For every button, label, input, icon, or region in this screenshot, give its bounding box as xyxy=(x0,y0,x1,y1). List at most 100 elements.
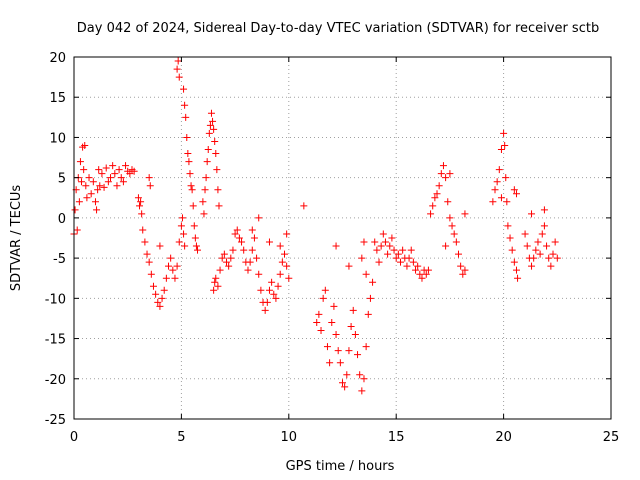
data-point xyxy=(169,266,177,274)
data-point xyxy=(347,322,355,330)
data-point xyxy=(545,254,553,262)
data-point xyxy=(272,294,280,302)
grid-lines xyxy=(74,57,611,419)
y-tick-label: 0 xyxy=(58,212,66,227)
data-point xyxy=(446,214,454,222)
data-point xyxy=(497,194,505,202)
data-point xyxy=(203,158,211,166)
data-point xyxy=(321,286,329,294)
data-point xyxy=(255,270,263,278)
x-tick-label: 0 xyxy=(70,430,78,445)
data-point xyxy=(489,198,497,206)
data-point xyxy=(210,125,218,133)
data-point xyxy=(215,202,223,210)
y-tick-label: -5 xyxy=(53,252,66,267)
data-point xyxy=(459,270,467,278)
data-point xyxy=(235,234,243,242)
data-point xyxy=(188,186,196,194)
data-point xyxy=(104,178,112,186)
data-point xyxy=(343,371,351,379)
data-point xyxy=(85,174,93,182)
data-point xyxy=(98,170,106,178)
data-point xyxy=(390,246,398,254)
data-point xyxy=(199,198,207,206)
data-point xyxy=(175,73,183,81)
data-point xyxy=(210,286,218,294)
data-point xyxy=(392,254,400,262)
data-point xyxy=(323,343,331,351)
data-point xyxy=(80,166,88,174)
data-point xyxy=(152,290,160,298)
data-point xyxy=(87,190,95,198)
data-point xyxy=(503,198,511,206)
data-point xyxy=(379,230,387,238)
data-point xyxy=(396,258,404,266)
data-point xyxy=(147,270,155,278)
data-point xyxy=(502,174,510,182)
data-point xyxy=(138,210,146,218)
data-point xyxy=(73,226,81,234)
data-point xyxy=(381,238,389,246)
data-point xyxy=(207,109,215,117)
data-point xyxy=(100,183,108,191)
data-point xyxy=(244,266,252,274)
data-point xyxy=(158,294,166,302)
data-point xyxy=(442,174,450,182)
data-point xyxy=(107,174,115,182)
data-point xyxy=(283,262,291,270)
data-point xyxy=(278,258,286,266)
data-point xyxy=(233,226,241,234)
data-point xyxy=(553,254,561,262)
data-point xyxy=(461,266,469,274)
data-point xyxy=(491,186,499,194)
data-point xyxy=(160,286,168,294)
data-point xyxy=(102,164,110,172)
data-point xyxy=(457,262,465,270)
data-point xyxy=(182,113,190,121)
x-tick-label: 25 xyxy=(603,430,620,445)
data-point xyxy=(154,298,162,306)
data-point xyxy=(319,294,327,302)
data-point xyxy=(257,286,265,294)
data-point xyxy=(437,170,445,178)
data-point xyxy=(200,210,208,218)
data-point xyxy=(201,186,209,194)
data-point xyxy=(538,230,546,238)
data-point xyxy=(341,383,349,391)
data-point xyxy=(205,129,213,137)
y-tick-label: -25 xyxy=(45,413,66,428)
data-point xyxy=(442,242,450,250)
data-point xyxy=(528,210,536,218)
data-point xyxy=(356,371,364,379)
data-point xyxy=(422,270,430,278)
data-point xyxy=(167,254,175,262)
data-point xyxy=(111,170,119,178)
data-point xyxy=(223,258,231,266)
data-point xyxy=(386,242,394,250)
data-point xyxy=(435,182,443,190)
data-point xyxy=(405,254,413,262)
data-point xyxy=(139,226,147,234)
data-point xyxy=(326,359,334,367)
data-point xyxy=(433,190,441,198)
data-point xyxy=(439,162,447,170)
data-point xyxy=(141,238,149,246)
data-point xyxy=(204,146,212,154)
data-point xyxy=(283,230,291,238)
y-tick-label: -20 xyxy=(45,373,66,388)
data-point xyxy=(76,158,84,166)
y-tick-label: 15 xyxy=(49,91,66,106)
data-point xyxy=(543,242,551,250)
data-point xyxy=(414,262,422,270)
data-point xyxy=(416,270,424,278)
data-point xyxy=(495,166,503,174)
y-tick-label: 20 xyxy=(49,51,66,66)
data-point xyxy=(229,246,237,254)
data-point xyxy=(253,254,261,262)
data-point xyxy=(510,186,518,194)
data-point xyxy=(268,278,276,286)
data-point xyxy=(214,282,222,290)
data-point xyxy=(431,194,439,202)
data-point xyxy=(332,331,340,339)
